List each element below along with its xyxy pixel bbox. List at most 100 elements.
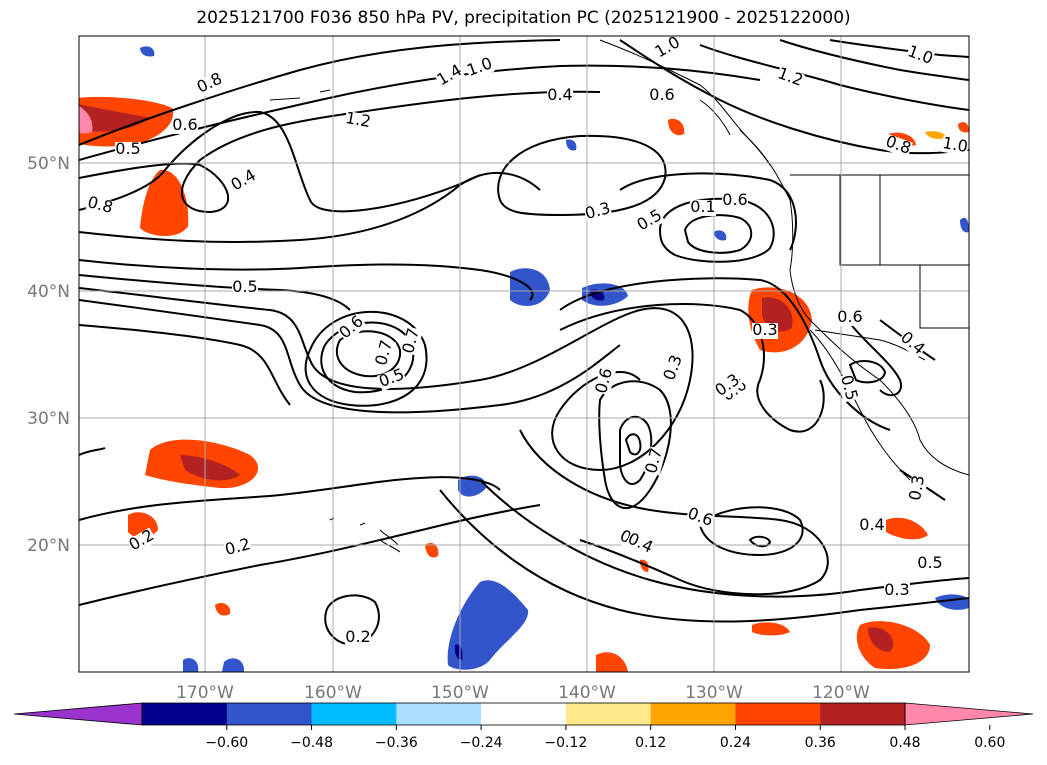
colorbar-tick-label: 0.36 (805, 735, 836, 751)
contour-label-bg (434, 62, 466, 90)
precip-patch (140, 169, 189, 236)
precip-patch (714, 230, 727, 241)
contour-label-bg (343, 110, 373, 132)
contour-label-bg (905, 44, 935, 68)
contour-label: 0.3 (884, 580, 909, 599)
contour-label-bg (373, 338, 397, 368)
contour-label-bg (837, 310, 863, 326)
precip-patch (215, 603, 231, 616)
colorbar (13, 702, 1034, 726)
contour-label: 0.6 (172, 115, 197, 134)
colorbar-tick-label: 0.48 (889, 735, 920, 751)
lat-label: 30°N (27, 409, 70, 429)
precip-patch (447, 580, 529, 670)
colorbar-segment (820, 703, 906, 725)
map-panel (79, 36, 969, 672)
lon-label: 140°W (558, 683, 616, 703)
contour-label-bg (547, 88, 573, 104)
precip-patch (960, 217, 969, 233)
lat-label: 50°N (27, 154, 70, 174)
coastlines (269, 39, 969, 553)
precip-patch (140, 46, 155, 57)
colorbar-tick-label: −0.24 (460, 735, 503, 751)
lon-label: 170°W (176, 683, 234, 703)
contour-label-bg (228, 167, 260, 195)
contour-label-bg (194, 71, 226, 97)
map-frame (78, 35, 970, 673)
contour-label-bg (345, 630, 371, 646)
colorbar-tick-label: −0.36 (375, 735, 418, 751)
contour-label-bg (719, 376, 751, 406)
contour-label-bg (649, 88, 675, 104)
contour-label: 0.6 (649, 85, 674, 104)
lon-label: 160°W (304, 683, 362, 703)
contour-label: 0.4 (859, 515, 884, 534)
lat-label: 20°N (27, 536, 70, 556)
contour-label-bg (722, 193, 748, 209)
precip-patch (183, 658, 199, 672)
contour-label-bg (400, 326, 424, 356)
contour-label: 0.5 (232, 277, 257, 296)
contour-label-bg (907, 473, 929, 503)
colorbar-tick-label: −0.12 (544, 735, 587, 751)
precip-patch (958, 122, 969, 133)
contour-label-bg (652, 36, 684, 62)
lon-label: 130°W (685, 683, 743, 703)
precip-patch (222, 658, 245, 672)
colorbar-tick-label: 0.60 (974, 735, 1005, 751)
precip-patch (566, 139, 577, 151)
contour-label: 1.0 (941, 133, 969, 156)
colorbar-extend-high (904, 702, 1034, 726)
colorbar-segment (565, 703, 652, 725)
contour-label-bg (85, 194, 115, 218)
colorbar-tick-label: −0.48 (290, 735, 333, 751)
contour-label-bg (917, 556, 943, 572)
colorbar-outline (141, 702, 906, 726)
colorbar-tick-label: −0.60 (205, 735, 248, 751)
contour-label: 0.6 (837, 307, 862, 326)
map-title: 2025121700 F036 850 hPa PV, precipitatio… (196, 8, 851, 28)
contour-label-bg (336, 313, 368, 343)
precip-patch (582, 283, 628, 306)
precip-patch (79, 106, 93, 134)
contour-label: 0.3 (905, 474, 928, 502)
colorbar-segment (650, 703, 736, 725)
contour-label-bg (690, 200, 716, 216)
contour-label: 0.6 (722, 190, 747, 209)
colorbar-segment (311, 703, 397, 725)
contour-label-bg (377, 367, 407, 391)
contour-label-bg (940, 135, 969, 157)
precip-patch (752, 622, 790, 636)
contour-label-bg (883, 134, 913, 158)
contour-label: 0.5 (115, 139, 140, 158)
colorbar-ticks: −0.60 −0.48 −0.36 −0.24 −0.12 0.12 0.24 0.36 0.4… (205, 725, 1005, 751)
contour-label-bg (465, 56, 495, 80)
lat-label: 40°N (27, 282, 70, 302)
contour-label-bg (712, 371, 744, 401)
colorbar-segment (481, 703, 567, 725)
contour-label: 0.5 (917, 553, 942, 572)
contour-label-bg (223, 536, 253, 560)
contour-label-bg (126, 527, 158, 555)
colorbar-segment (396, 703, 482, 725)
precip-patch (454, 644, 463, 660)
contour-label: 0.2 (345, 627, 370, 646)
precip-patch (596, 652, 628, 672)
colorbar-segment (142, 703, 228, 725)
contour-label-bg (115, 142, 141, 158)
contour-label-bg (624, 531, 656, 557)
contour-label-bg (232, 280, 258, 296)
colorbar-tick-label: 0.24 (720, 735, 751, 751)
longitude-labels: 170°W 160°W 150°W 140°W 130°W 120°W (176, 683, 870, 703)
precip-patch (868, 627, 894, 652)
contour-label-bg (884, 583, 910, 599)
contour-label: 0.3 (752, 320, 777, 339)
contour-label-bg (172, 118, 198, 134)
precip-patch (886, 517, 928, 540)
contour-label-bg (643, 446, 667, 476)
lon-label: 150°W (431, 683, 489, 703)
colorbar-extend-low (13, 702, 143, 726)
precip-patch (925, 131, 946, 139)
contour-label-bg (752, 323, 778, 339)
